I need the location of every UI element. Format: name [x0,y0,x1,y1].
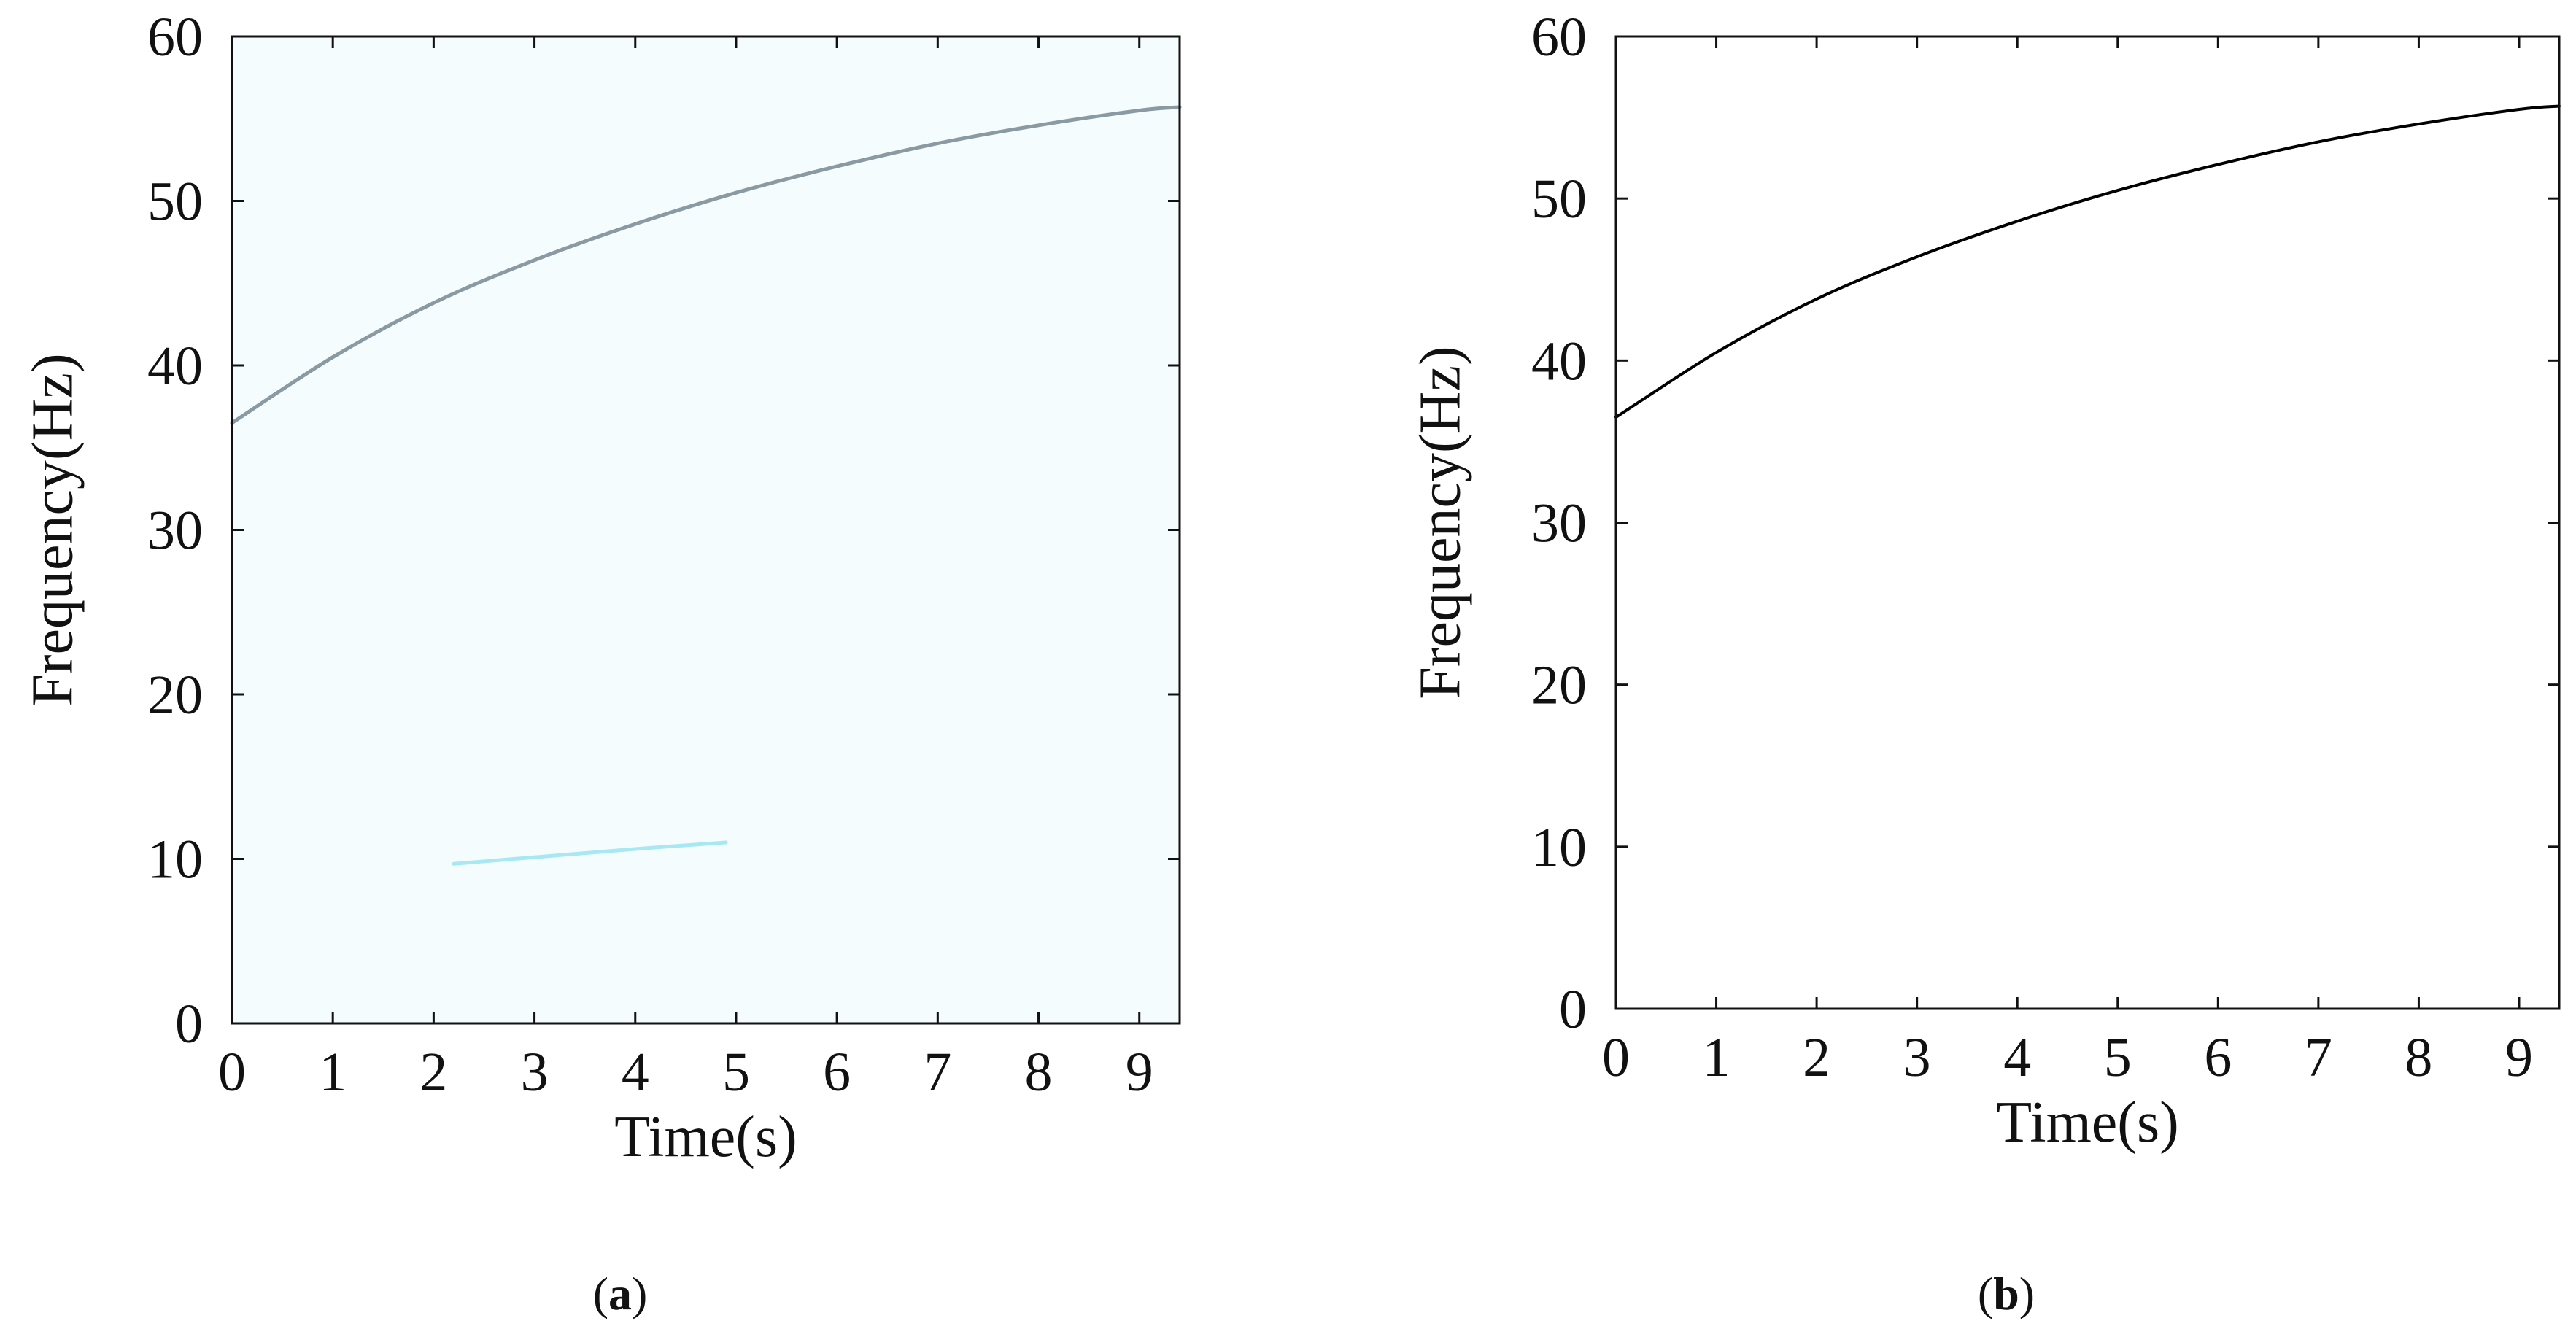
x-tick-label: 4 [622,1042,649,1103]
x-tick-label: 6 [2204,1027,2232,1088]
chart-panel-b: 0 1 2 3 4 5 6 7 8 9 0 10 20 30 40 50 60 Time(s) Frequency(… [1408,7,2561,1319]
y-tick-label: 50 [147,171,203,233]
y-tick-label: 20 [1531,655,1587,716]
data-point [1139,110,1140,111]
x-tick-label: 8 [1025,1042,1053,1103]
y-axis-label: Frequency(Hz) [1408,346,1472,699]
y-tick-label: 60 [147,7,203,68]
data-point [2418,123,2419,124]
x-tick-label: 9 [2505,1027,2533,1088]
x-tick-label: 1 [319,1042,347,1103]
y-tick-label: 40 [1531,330,1587,392]
plot-area [232,36,1180,1023]
x-tick-label: 4 [2003,1027,2031,1088]
x-tick-label: 2 [1803,1027,1830,1088]
plot-area [1616,36,2559,1009]
y-tick-label: 20 [147,664,203,726]
x-tick-label: 3 [1903,1027,1931,1088]
x-tick-label: 5 [2104,1027,2132,1088]
data-point [2017,221,2018,222]
panel-caption-letter: b [1993,1268,2019,1319]
panel-caption-letter: a [608,1268,632,1319]
x-axis-label: Time(s) [614,1105,797,1169]
y-tick-label: 50 [1531,168,1587,230]
series-line-2 [452,840,728,866]
data-point [2117,190,2118,191]
x-axis-label: Time(s) [1996,1090,2178,1155]
series-line-1 [230,105,1182,425]
x-tick-label: 5 [722,1042,750,1103]
x-tick-label: 2 [419,1042,447,1103]
x-tick-label: 7 [2305,1027,2332,1088]
y-axis-label: Frequency(Hz) [20,353,85,706]
x-tick-label: 6 [823,1042,851,1103]
x-tick-label: 0 [1602,1027,1630,1088]
y-tick-label: 30 [147,500,203,562]
y-tick-label: 10 [147,829,203,891]
x-tick-label: 8 [2405,1027,2432,1088]
y-tick-label: 10 [1531,817,1587,878]
data-point [937,143,938,144]
series-line-1 [1614,104,2561,419]
data-point [837,166,838,167]
panel-caption: (a) [593,1268,648,1319]
x-tick-label: 1 [1703,1027,1730,1088]
y-tick-label: 30 [1531,493,1587,554]
y-tick-label: 40 [147,336,203,397]
chart-panel-a: 0 1 2 3 4 5 6 7 8 9 0 10 20 30 40 50 60 Time(s) Frequency(… [20,7,1182,1319]
panel-caption: (b) [1978,1268,2035,1319]
y-tick-label: 0 [175,993,203,1055]
data-point [1716,352,1717,353]
y-tick-label: 0 [1559,979,1587,1040]
x-tick-label: 3 [521,1042,549,1103]
data-point [2218,164,2219,165]
x-tick-label: 7 [924,1042,951,1103]
data-point [534,857,535,858]
x-tick-label: 0 [218,1042,246,1103]
y-tick-label: 60 [1531,7,1587,68]
x-tick-label: 9 [1126,1042,1153,1103]
